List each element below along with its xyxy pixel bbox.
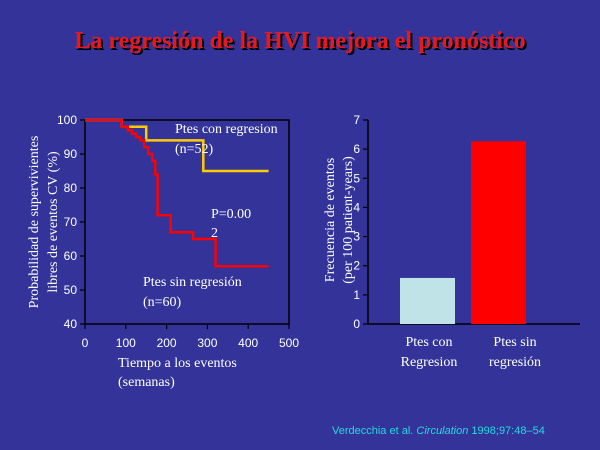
left-y-tick-label: 80 bbox=[64, 181, 78, 195]
right-y-axis-title: Frecuencia de eventos bbox=[323, 158, 338, 282]
right-y-tick-label: 3 bbox=[353, 230, 360, 244]
series-label-sin-regresion: Ptes sin regresión bbox=[143, 275, 242, 290]
left-x-tick-label: 300 bbox=[197, 336, 217, 350]
citation: Verdecchia et al. Circulation 1998;97:48… bbox=[332, 425, 592, 437]
left-x-tick-label: 400 bbox=[238, 336, 258, 350]
right-y-tick-label: 6 bbox=[353, 142, 360, 156]
left-x-axis-title: Tiempo a los eventos bbox=[118, 356, 237, 371]
right-y-tick-label: 5 bbox=[353, 171, 360, 185]
left-x-tick-label: 200 bbox=[157, 336, 177, 350]
p-value-label-cont: 2 bbox=[211, 226, 218, 241]
right-y-tick-label: 7 bbox=[353, 113, 360, 127]
left-y-tick-label: 40 bbox=[64, 317, 78, 331]
citation-authors: Verdecchia et al. bbox=[332, 425, 417, 437]
right-y-tick-label: 4 bbox=[353, 200, 360, 214]
left-x-axis-title-cont: (semanas) bbox=[118, 375, 175, 390]
bar-con-regresion bbox=[400, 277, 455, 324]
p-value-label: P=0.00 bbox=[211, 207, 251, 222]
left-x-tick-label: 500 bbox=[279, 336, 299, 350]
left-y-tick-label: 50 bbox=[64, 283, 78, 297]
right-y-tick-label: 1 bbox=[353, 288, 360, 302]
left-y-axis-title: Probabilidad de supervivientes bbox=[27, 136, 42, 309]
right-y-tick-label: 2 bbox=[353, 259, 360, 273]
left-y-axis-title-cont: libres de eventos CV (%) bbox=[46, 151, 61, 293]
citation-rest: 1998;97:48–54 bbox=[468, 425, 545, 437]
left-y-tick-label: 100 bbox=[57, 113, 77, 127]
bar-category-label-cont: regresión bbox=[489, 355, 541, 370]
right-y-axis-title-cont: (per 100 patient-years) bbox=[341, 156, 356, 284]
series-line-sin-regresion bbox=[85, 118, 269, 268]
bar-category-label: Ptes con bbox=[405, 335, 452, 350]
bar-category-label-cont: Regresion bbox=[401, 355, 458, 370]
slide-title: La regresión de la HVI mejora el pronóst… bbox=[74, 28, 526, 54]
citation-journal: Circulation bbox=[416, 425, 469, 437]
bar-sin-regresion bbox=[471, 141, 526, 324]
left-y-tick-label: 90 bbox=[64, 147, 78, 161]
left-y-tick-label: 70 bbox=[64, 215, 78, 229]
series-label-con-regresion: Ptes con regresion bbox=[175, 122, 278, 137]
left-y-tick-label: 60 bbox=[64, 249, 78, 263]
left-x-tick-label: 100 bbox=[116, 336, 136, 350]
series-label-sin-regresion-n: (n=60) bbox=[143, 295, 182, 310]
left-x-tick-label: 0 bbox=[82, 336, 89, 350]
series-label-con-regresion-n: (n=52) bbox=[175, 142, 214, 157]
right-y-tick-label: 0 bbox=[353, 317, 360, 331]
bar-category-label: Ptes sin bbox=[493, 335, 536, 350]
